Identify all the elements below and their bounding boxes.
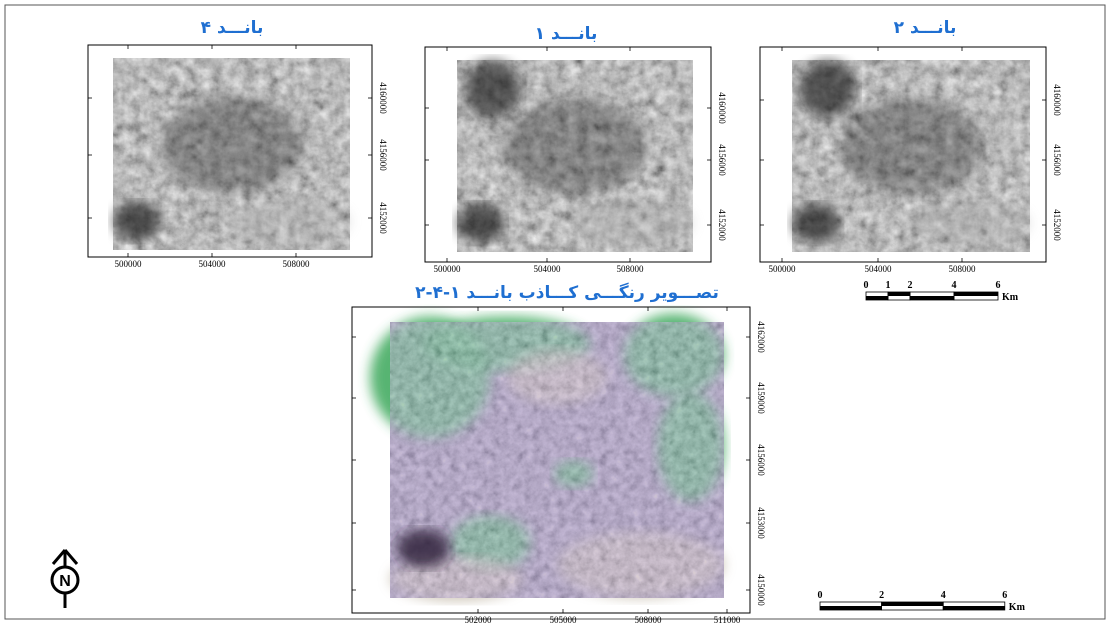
y-label: 4156000 — [378, 139, 388, 171]
scale-segment — [888, 292, 910, 296]
y-label: 4150000 — [756, 574, 766, 606]
x-label: 504000 — [865, 264, 893, 274]
dark-zone — [799, 60, 857, 118]
dark-patch — [457, 204, 505, 243]
x-label: 500000 — [434, 264, 462, 274]
x-label: 508000 — [635, 615, 663, 625]
scale-label: 2 — [879, 590, 884, 601]
y-label: 4156000 — [1052, 144, 1062, 176]
x-label: 500000 — [115, 259, 143, 269]
north-arrow: N — [50, 549, 80, 608]
bright-hills — [575, 200, 693, 247]
map-title: بانـــد ۱ — [535, 24, 598, 44]
y-label: 4162000 — [756, 321, 766, 353]
scale-label: 6 — [1002, 590, 1007, 601]
scale-label: 4 — [952, 280, 957, 291]
y-label: 4152000 — [1052, 209, 1062, 241]
dark-patch — [792, 204, 840, 243]
scale-label: 1 — [886, 280, 891, 291]
y-label: 4156000 — [717, 144, 727, 176]
scale-segment — [910, 296, 954, 300]
y-label: 4160000 — [1052, 84, 1062, 116]
dark-patch — [113, 202, 161, 241]
scale-segment — [954, 292, 998, 296]
map-title: بانـــد ۲ — [894, 18, 957, 38]
x-label: 504000 — [199, 259, 227, 269]
scale-segment-outline — [942, 601, 1006, 611]
bright-hills — [911, 200, 1030, 247]
x-label: 511000 — [714, 615, 741, 625]
x-label: 508000 — [949, 264, 977, 274]
scale-unit: Km — [1009, 602, 1026, 613]
scale-unit: Km — [1002, 292, 1019, 303]
scale-label: 2 — [908, 280, 913, 291]
x-label: 508000 — [617, 264, 645, 274]
scale-label: 0 — [864, 280, 869, 291]
map-title: تصـــویر رنگـــی کـــاذب بانـــد ۱-۴-۲ — [415, 282, 719, 303]
city-area — [160, 96, 303, 193]
map-title: بانـــد ۴ — [201, 18, 264, 38]
x-label: 508000 — [283, 259, 311, 269]
scale-label: 0 — [818, 590, 823, 601]
y-label: 4159000 — [756, 382, 766, 414]
scale-label: 4 — [941, 590, 946, 601]
scale-label: 6 — [996, 280, 1001, 291]
scale-segment-outline — [953, 291, 999, 301]
city-area — [839, 98, 983, 195]
bright-hills — [231, 198, 350, 245]
scale-segment — [866, 296, 888, 300]
dark-patch — [396, 529, 451, 568]
scale-segment — [820, 606, 882, 610]
x-label: 502000 — [465, 615, 493, 625]
y-label: 4156000 — [756, 444, 766, 476]
x-label: 504000 — [534, 264, 562, 274]
dark-zone — [464, 60, 521, 118]
x-label: 500000 — [769, 264, 797, 274]
y-label: 4160000 — [378, 82, 388, 114]
north-label: N — [59, 573, 71, 590]
scale-segment — [943, 606, 1005, 610]
y-label: 4160000 — [717, 92, 727, 124]
x-label: 505000 — [550, 615, 578, 625]
y-label: 4152000 — [717, 209, 727, 241]
scale-segment — [881, 602, 944, 606]
y-label: 4153000 — [756, 507, 766, 539]
y-label: 4152000 — [378, 202, 388, 234]
city-area — [504, 98, 646, 195]
